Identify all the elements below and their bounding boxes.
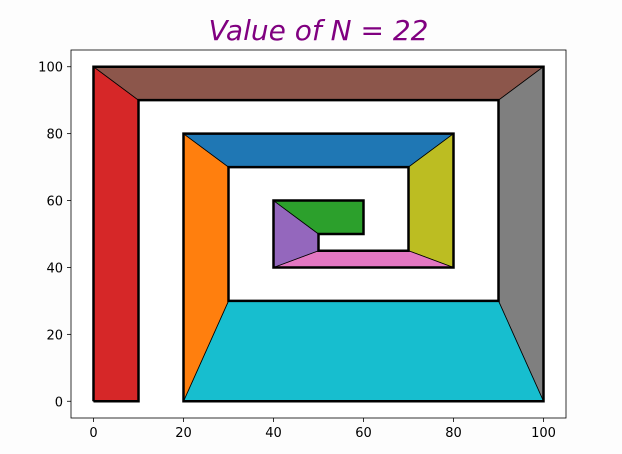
spiral-segment-2 bbox=[94, 67, 544, 100]
y-tick-label: 80 bbox=[46, 128, 63, 143]
x-axis: 0 20 40 60 80 100 bbox=[89, 418, 556, 441]
x-tick-label: 40 bbox=[265, 426, 282, 441]
y-tick-label: 0 bbox=[55, 395, 63, 410]
y-tick-label: 60 bbox=[46, 195, 63, 210]
spiral-segment-1 bbox=[94, 67, 139, 402]
spiral-segment-6 bbox=[184, 134, 454, 167]
x-tick-label: 60 bbox=[355, 426, 372, 441]
x-tick-label: 100 bbox=[531, 426, 556, 441]
y-axis: 0 20 40 60 80 100 bbox=[38, 61, 71, 411]
y-tick-label: 100 bbox=[38, 61, 63, 76]
y-tick-label: 20 bbox=[46, 328, 63, 343]
spiral-segment-4 bbox=[184, 301, 544, 401]
x-tick-label: 80 bbox=[445, 426, 462, 441]
x-tick-label: 20 bbox=[175, 426, 192, 441]
y-tick-label: 40 bbox=[46, 261, 63, 276]
chart-title: Value of N = 22 bbox=[209, 14, 429, 47]
x-tick-label: 0 bbox=[89, 426, 97, 441]
